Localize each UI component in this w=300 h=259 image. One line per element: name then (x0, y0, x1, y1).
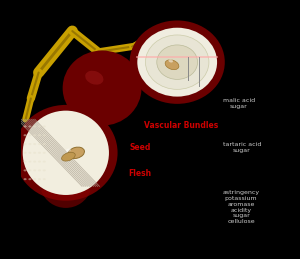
Ellipse shape (63, 51, 142, 126)
Ellipse shape (33, 134, 36, 136)
Ellipse shape (43, 152, 46, 154)
Ellipse shape (28, 134, 32, 136)
Text: Flesh: Flesh (128, 169, 151, 178)
Ellipse shape (38, 169, 41, 171)
Ellipse shape (38, 125, 41, 127)
Ellipse shape (23, 125, 27, 127)
Ellipse shape (28, 161, 32, 163)
Ellipse shape (43, 178, 46, 180)
Text: Seed: Seed (129, 143, 151, 152)
Ellipse shape (28, 169, 32, 171)
Ellipse shape (33, 152, 36, 154)
Ellipse shape (85, 71, 103, 85)
Ellipse shape (43, 134, 46, 136)
Ellipse shape (33, 169, 36, 171)
Ellipse shape (38, 134, 41, 136)
Ellipse shape (23, 152, 27, 154)
Ellipse shape (165, 60, 179, 70)
Ellipse shape (157, 45, 198, 80)
Ellipse shape (33, 161, 36, 163)
Ellipse shape (33, 178, 36, 180)
Ellipse shape (23, 134, 27, 136)
Ellipse shape (23, 143, 27, 145)
Ellipse shape (38, 152, 41, 154)
Ellipse shape (43, 125, 46, 127)
Ellipse shape (38, 161, 41, 163)
Ellipse shape (38, 178, 41, 180)
Text: tartaric acid
sugar: tartaric acid sugar (223, 142, 261, 153)
Ellipse shape (146, 35, 209, 89)
Ellipse shape (43, 161, 46, 163)
Ellipse shape (169, 59, 173, 62)
Ellipse shape (28, 152, 32, 154)
Wedge shape (41, 182, 91, 208)
Ellipse shape (28, 143, 32, 145)
Ellipse shape (43, 169, 46, 171)
Text: astringency
potassium
aromase
acidity
sugar
cellulose: astringency potassium aromase acidity su… (223, 190, 260, 224)
Ellipse shape (28, 178, 32, 180)
Ellipse shape (130, 20, 225, 104)
Ellipse shape (33, 143, 36, 145)
Text: Vascular Bundles: Vascular Bundles (143, 121, 218, 130)
Ellipse shape (23, 111, 109, 195)
Ellipse shape (66, 149, 71, 152)
Ellipse shape (137, 28, 217, 97)
Ellipse shape (23, 161, 27, 163)
Ellipse shape (68, 147, 84, 159)
Ellipse shape (33, 125, 36, 127)
Ellipse shape (14, 105, 118, 201)
Ellipse shape (23, 169, 27, 171)
Ellipse shape (61, 152, 75, 161)
Text: malic acid
sugar: malic acid sugar (223, 98, 255, 109)
Ellipse shape (43, 143, 46, 145)
Ellipse shape (23, 178, 27, 180)
Ellipse shape (38, 143, 41, 145)
Ellipse shape (28, 125, 32, 127)
